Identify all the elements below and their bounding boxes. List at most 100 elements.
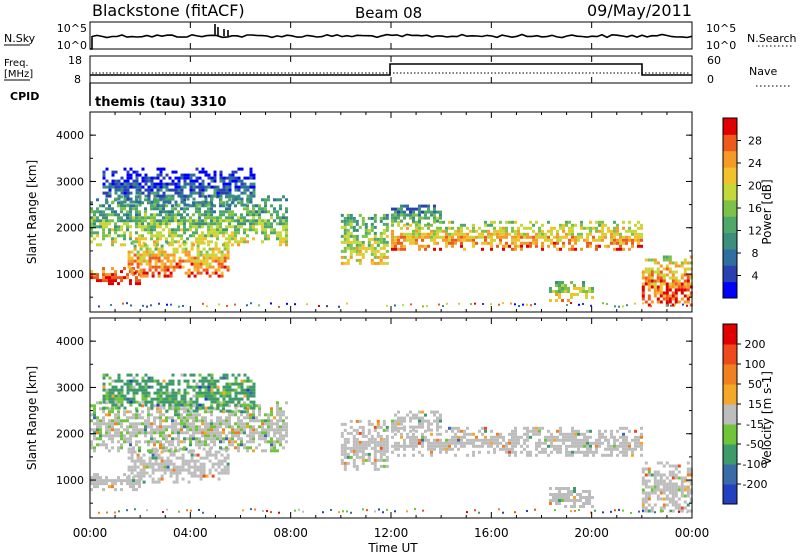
- velocity-colorbar-segment: [723, 424, 737, 445]
- power-colorbar-tick: 8: [752, 247, 759, 260]
- time-tick-label: 12:00: [374, 526, 409, 540]
- velocity-colorbar-segment: [723, 484, 737, 505]
- velocity-colorbar-label: Velocity [m s-1]: [760, 371, 774, 465]
- freq-unit-label: [MHz]: [4, 69, 33, 80]
- velocity-ylabel: Slant Range [km]: [25, 366, 39, 470]
- power-echo-band-5: [391, 220, 643, 251]
- noise-left-tick-top: 10^5: [57, 22, 87, 35]
- time-axis-label: Time UT: [367, 541, 418, 554]
- velocity-echo-band-0: [90, 473, 141, 492]
- time-tick-label: 16:00: [474, 526, 509, 540]
- power-echo-band-2: [90, 195, 288, 247]
- freq-left-tick-top: 18: [68, 54, 82, 67]
- velocity-colorbar-tick: -15: [746, 418, 764, 431]
- noise-panel: N.Sky 10^5 10^0 10^5 10^0 N.Search: [4, 21, 797, 52]
- velocity-echo-band-5: [391, 426, 643, 457]
- velocity-echo-band-6: [391, 410, 442, 432]
- velocity-colorbar-tick: -50: [746, 438, 764, 451]
- power-colorbar-tick: 12: [748, 225, 762, 238]
- velocity-echo-band-7: [549, 487, 594, 508]
- power-colorbar-segment: [723, 248, 737, 266]
- power-ytick-label: 2000: [56, 222, 84, 235]
- velocity-colorbar-tick: -200: [743, 478, 768, 491]
- power-echo-band-3: [102, 167, 256, 207]
- power-ytick-label: 1000: [56, 268, 84, 281]
- power-colorbar-segment: [723, 199, 737, 217]
- velocity-ytick-label: 2000: [56, 428, 84, 441]
- power-colorbar-tick: 16: [748, 202, 762, 215]
- date-title: 09/May/2011: [587, 1, 692, 20]
- power-ylabel: Slant Range [km]: [25, 160, 39, 264]
- velocity-echo-band-4: [340, 419, 389, 471]
- power-echo-band-0: [90, 267, 141, 286]
- velocity-colorbar-tick: 200: [745, 338, 766, 351]
- velocity-colorbar-tick: 50: [748, 378, 762, 391]
- velocity-colorbar-tick: -100: [743, 458, 768, 471]
- power-near-range-echoes: [98, 302, 688, 308]
- power-colorbar-segment: [723, 167, 737, 184]
- velocity-near-range-echoes: [98, 508, 688, 514]
- radar-title: Blackstone (fitACF): [92, 1, 245, 20]
- velocity-colorbar-segment: [723, 364, 737, 385]
- velocity-colorbar-segment: [723, 404, 737, 425]
- velocity-colorbar-tick: 15: [748, 398, 762, 411]
- noise-right-tick-top: 10^5: [706, 22, 736, 35]
- nave-right-tick-top: 60: [707, 54, 721, 67]
- power-colorbar-segment: [723, 216, 737, 234]
- noise-search-label: N.Search: [747, 32, 797, 45]
- velocity-colorbar-segment: [723, 324, 737, 345]
- time-tick-label: 00:00: [73, 526, 108, 540]
- frequency-panel: Freq. [MHz] 18 8 60 0 Nave CPID themis (…: [4, 54, 790, 110]
- nave-label: Nave: [749, 65, 777, 78]
- velocity-ytick-label: 1000: [56, 474, 84, 487]
- velocity-ytick-label: 3000: [56, 381, 84, 394]
- power-echo-field: [90, 167, 693, 308]
- time-tick-label: 04:00: [173, 526, 208, 540]
- noise-left-tick-bottom: 10^0: [57, 39, 87, 52]
- freq-label: Freq.: [4, 58, 29, 69]
- power-echo-band-4: [340, 213, 389, 265]
- power-echo-band-8: [641, 255, 693, 307]
- velocity-colorbar-segment: [723, 464, 737, 485]
- power-ytick-label: 4000: [56, 129, 84, 142]
- power-colorbar-segment: [723, 265, 737, 283]
- time-axis: 00:00 04:00 08:00 12:00 16:00 20:00 00:00: [73, 22, 710, 540]
- velocity-ytick-label: 4000: [56, 335, 84, 348]
- nave-right-tick-bottom: 0: [707, 73, 714, 86]
- frequency-trace: [90, 63, 692, 76]
- power-echo-band-1: [127, 241, 230, 278]
- power-colorbar-tick: 20: [748, 180, 762, 193]
- time-tick-label: 00:00: [675, 526, 710, 540]
- velocity-colorbar-tick: 100: [745, 358, 766, 371]
- velocity-panel: 4000 3000 2000 1000 Slant Range [km] 200 100…: [25, 317, 774, 519]
- noise-right-tick-bottom: 10^0: [706, 39, 736, 52]
- velocity-colorbar-segment: [723, 344, 737, 365]
- velocity-echo-band-1: [127, 447, 230, 484]
- time-tick-label: 08:00: [273, 526, 308, 540]
- power-echo-band-6: [391, 204, 442, 226]
- velocity-echo-field: [90, 373, 693, 514]
- power-ytick-label: 3000: [56, 175, 84, 188]
- velocity-colorbar-segment: [723, 384, 737, 405]
- power-colorbar-segment: [723, 150, 737, 168]
- power-colorbar-tick: 4: [752, 270, 759, 283]
- power-colorbar-segment: [723, 281, 737, 299]
- power-colorbar-segment: [723, 232, 737, 250]
- velocity-echo-band-3: [102, 373, 256, 413]
- power-colorbar-tick: 24: [748, 157, 762, 170]
- power-colorbar-tick: 28: [748, 135, 762, 148]
- velocity-colorbar-segment: [723, 444, 737, 465]
- time-tick-label: 20:00: [574, 526, 609, 540]
- velocity-echo-band-8: [641, 461, 693, 513]
- noise-sky-label: N.Sky: [4, 32, 36, 45]
- noise-sky-trace: [90, 24, 693, 50]
- program-label: themis (tau) 3310: [95, 95, 226, 110]
- power-colorbar-label: Power [dB]: [760, 179, 774, 244]
- beam-title: Beam 08: [355, 4, 422, 22]
- power-colorbar-segment: [723, 134, 737, 152]
- freq-left-tick-bottom: 8: [74, 73, 81, 86]
- velocity-echo-band-2: [90, 401, 288, 453]
- power-colorbar-segment: [723, 183, 737, 201]
- cpid-label: CPID: [10, 90, 39, 103]
